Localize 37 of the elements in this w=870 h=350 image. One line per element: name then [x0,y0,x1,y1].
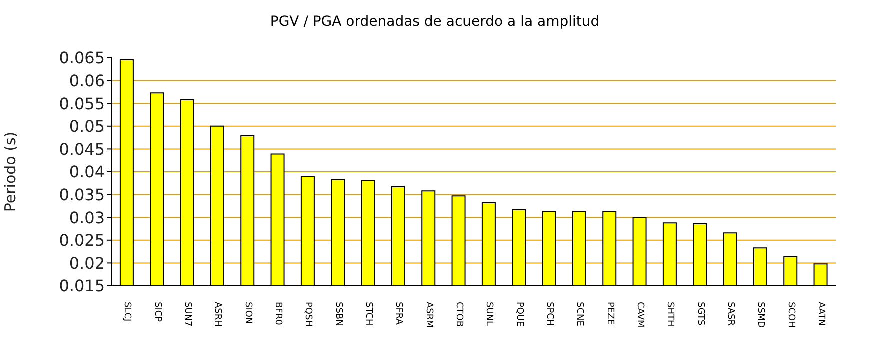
x-tick-label: SLCJ [122,302,132,322]
y-tick-label: 0.025 [59,231,105,250]
y-tick-label: 0.02 [69,254,105,273]
x-tick-label: ASRM [424,302,434,328]
x-tick-label: AATN [816,302,826,326]
y-tick-label: 0.065 [59,48,105,68]
y-tick-label: 0.05 [69,117,105,136]
y-tick-label: 0.015 [59,276,105,296]
y-tick-label: 0.04 [69,162,105,182]
x-tick-label: SFRA [394,302,404,326]
y-tick-label: 0.045 [59,140,105,159]
x-tick-label: CTOB [454,302,464,328]
x-tick-label: BFR0 [272,302,283,326]
chart-title: PGV / PGA ordenadas de acuerdo a la amplitud [269,14,601,30]
x-tick-label: SASR [725,302,736,326]
x-tick-label: SCOH [786,302,796,328]
y-tick-label: 0.055 [59,94,105,114]
x-tick-label: SSMD [756,302,766,328]
y-tick-label: 0.06 [69,71,105,90]
y-axis-title: Periodo (s) [1,132,20,212]
x-tick-label: SPCH [544,302,554,326]
x-tick-label: SICP [152,302,162,323]
x-tick-label: SUN7 [182,302,192,327]
x-tick-label: PEZE [604,302,615,326]
x-tick-label: SHTH [665,302,676,327]
x-tick-label: SUNL [484,302,494,326]
x-tick-label: PQUE [514,302,524,328]
y-tick-label: 0.03 [69,208,105,228]
y-tick-label: 0.035 [59,185,105,204]
x-tick-label: CAVM [634,302,645,328]
x-tick-label: SSBN [333,302,344,326]
x-tick-label: SGTS [695,302,706,326]
x-tick-label: ASRH [212,302,223,327]
x-tick-label: SION [242,302,253,324]
x-tick-label: STCH [363,302,374,326]
x-tick-label: SCNE [574,302,585,327]
x-tick-label: PQSH [303,302,314,327]
